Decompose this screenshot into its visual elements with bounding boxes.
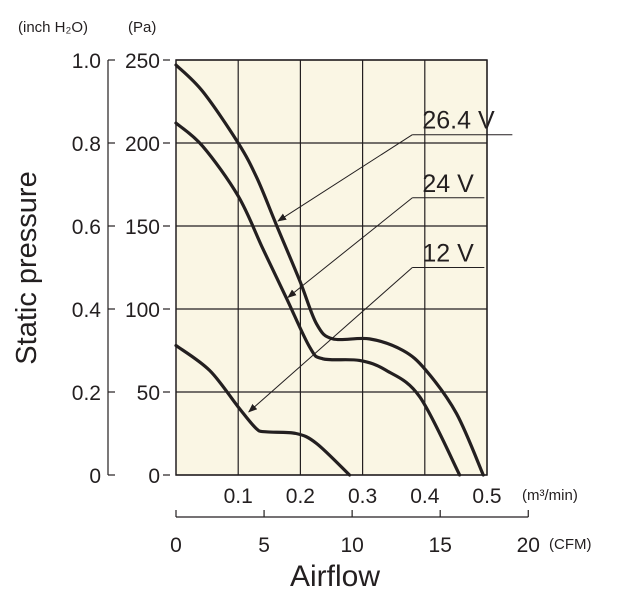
plot-frame [175, 59, 488, 476]
grid [175, 59, 488, 476]
x-axis-label: Airflow [290, 560, 380, 593]
series-label: 12 V [422, 240, 474, 268]
x-tick-label: 0.5 [472, 485, 501, 508]
y-tick-label: 250 [125, 50, 160, 73]
curve-264V [174, 63, 485, 477]
y-units-left: (inch H₂O) [18, 19, 88, 36]
x2-tick-label: 5 [258, 534, 270, 557]
x-tick-label: 0.1 [224, 485, 253, 508]
x2-tick-label: 10 [340, 534, 363, 557]
y-tick-label: 200 [125, 133, 160, 156]
curves [174, 63, 485, 477]
y2-tick-label: 0.4 [72, 299, 102, 322]
y-tick-label: 150 [125, 216, 160, 239]
axes: 0.1 0.2 0.3 0.4 0.505010015020025000.20.40.6… [72, 50, 540, 557]
label-arrow [248, 267, 413, 413]
y-tick-label: 50 [137, 382, 160, 405]
label-arrow [277, 134, 413, 222]
series-label: 26.4 V [422, 107, 495, 135]
curve-24V [174, 121, 462, 477]
x-tick-label: 0.3 [348, 485, 377, 508]
label-arrow [287, 197, 413, 298]
y2-tick-label: 0.2 [72, 382, 101, 405]
x-tick-label: 0.4 [410, 485, 440, 508]
x-tick-label: 0.2 [286, 485, 315, 508]
y-tick-label: 100 [125, 299, 160, 322]
y2-tick-label: 0.6 [72, 216, 101, 239]
x2-units: (CFM) [549, 536, 591, 553]
series-label: 24 V [422, 170, 474, 198]
x2-tick-label: 20 [517, 534, 540, 557]
x2-tick-label: 0 [170, 534, 182, 557]
y-units-right: (Pa) [128, 19, 156, 36]
annotations: 26.4 V 24 V 12 V [248, 107, 513, 413]
y2-tick-label: 1.0 [72, 50, 101, 73]
x2-tick-label: 15 [429, 534, 452, 557]
curve-12V [174, 343, 352, 477]
x-units: (m³/min) [522, 487, 578, 504]
y2-tick-label: 0.8 [72, 133, 101, 156]
y-axis-label: Static pressure [11, 171, 43, 364]
y-tick-label: 0 [148, 465, 160, 488]
y2-tick-label: 0 [89, 465, 101, 488]
